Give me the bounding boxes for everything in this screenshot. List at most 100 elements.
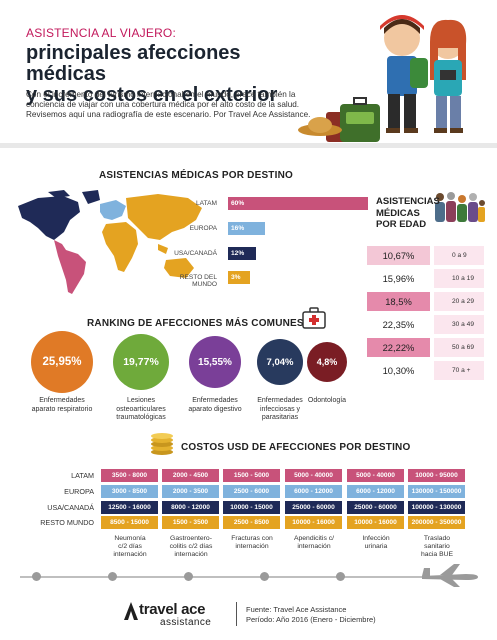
- age-percentage: 15,96%: [367, 269, 430, 288]
- cost-cell: 200000 - 350000: [408, 516, 465, 529]
- cost-cell: 2000 - 4500: [162, 469, 219, 482]
- cost-column-label: Neumonía c/2 días internación: [99, 535, 161, 559]
- destination-row: RESTO DEL MUNDO 3%: [180, 271, 381, 288]
- cost-cell: 100000 - 130000: [408, 501, 465, 514]
- cost-cell: 3500 - 8000: [101, 469, 158, 482]
- age-range: 20 a 29: [434, 292, 484, 311]
- destination-name: EUROPA: [189, 225, 217, 232]
- age-row: 22,22% 50 a 69: [367, 336, 484, 359]
- world-map: [18, 190, 202, 294]
- cost-cell: 2500 - 6000: [223, 485, 280, 498]
- cost-cell: 10000 - 16000: [347, 516, 404, 529]
- cost-column-label-line: c/2 días: [118, 543, 142, 550]
- ranking-label-line: parasitarias: [261, 414, 299, 421]
- age-range: 30 a 49: [434, 315, 484, 334]
- cost-column-label-line: Traslado: [423, 535, 451, 542]
- cost-column-label: Traslado sanitario hacia BUE: [406, 535, 468, 559]
- cost-column-label-line: Apendicitis c/: [293, 535, 335, 542]
- age-range: 70 a +: [434, 361, 484, 380]
- ranking-value: 25,95%: [42, 356, 82, 368]
- airplane-icon: [422, 564, 478, 587]
- age-range: 50 a 69: [434, 338, 484, 357]
- destination-value: 16%: [231, 225, 245, 232]
- cost-column-label-line: Infección: [362, 535, 390, 542]
- cost-cell: 1500 - 3500: [162, 516, 219, 529]
- ranking-label-line: Enfermedades: [257, 397, 303, 404]
- timeline-dot: [184, 572, 193, 581]
- cost-row-label: USA/CANADÁ: [47, 503, 94, 512]
- age-row: 15,96% 10 a 19: [367, 267, 484, 290]
- cost-row-label: EUROPA: [64, 487, 94, 496]
- title-line-2: y sus costos en el exterior: [26, 84, 278, 106]
- period-text: Período: Año 2016 (Enero - Diciembre): [246, 614, 376, 624]
- age-percentage: 22,22%: [367, 338, 430, 357]
- ranking-circle: 25,95%: [31, 331, 93, 393]
- age-percentage: 10,67%: [367, 246, 430, 265]
- timeline-dot: [336, 572, 345, 581]
- travel-ace-logo-mark: [124, 602, 138, 620]
- cost-column-label-line: colitis c/2 días: [169, 543, 213, 550]
- ranking-label: Enfermedades aparato respiratorio: [22, 397, 102, 414]
- first-aid-kit-icon: [302, 307, 326, 329]
- cost-cell: 130000 - 150000: [408, 485, 465, 498]
- cost-cell: 1500 - 5000: [223, 469, 280, 482]
- destination-name: RESTO DEL MUNDO: [179, 274, 217, 288]
- age-title-line-2: MÉDICAS: [376, 207, 420, 219]
- age-title: ASISTENCIAS MÉDICAS POR EDAD: [376, 196, 440, 231]
- destination-value: 12%: [231, 250, 245, 257]
- ranking-label: Lesiones osteoarticulares traumatológicas: [101, 397, 181, 423]
- cost-column-label: Fracturas con internación: [221, 535, 283, 551]
- header-divider: [0, 143, 497, 148]
- ranking-circle: 19,77%: [113, 334, 169, 390]
- cost-column-label-line: Gastroentero-: [170, 535, 212, 542]
- cost-cell: 5000 - 40000: [285, 469, 342, 482]
- ranking-label-line: traumatológicas: [116, 414, 166, 421]
- ranking-label: Enfermedades infecciosas y parasitarias: [240, 397, 320, 423]
- ranking-value: 4,8%: [316, 357, 338, 367]
- cost-cell: 6000 - 12000: [347, 485, 404, 498]
- age-percentage: 10,30%: [367, 361, 430, 380]
- ranking-label-line: aparato digestivo: [188, 405, 242, 413]
- destination-row: EUROPA 16%: [190, 222, 381, 236]
- cost-cell: 10000 - 16000: [285, 516, 342, 529]
- cost-cell: 8000 - 12000: [162, 501, 219, 514]
- destination-name: USA/CANADÁ: [174, 250, 217, 257]
- cost-column-label-line: internación: [297, 543, 331, 550]
- ranking-title: RANKING DE AFECCIONES MÁS COMUNES: [87, 318, 304, 329]
- timeline-line: [20, 576, 440, 578]
- ranking-label-line: Lesiones: [126, 397, 156, 404]
- family-icon: [435, 192, 485, 222]
- cost-cell: 25000 - 60000: [347, 501, 404, 514]
- page-title: principales afecciones médicas y sus cos…: [26, 43, 326, 106]
- logo-subtitle: assistance: [160, 617, 212, 628]
- destination-row: LATAM 60%: [196, 197, 381, 211]
- costs-title: COSTOS USD DE AFECCIONES POR DESTINO: [181, 442, 411, 453]
- ranking-value: 19,77%: [123, 356, 159, 368]
- ranking-label-line: aparato respiratorio: [31, 405, 93, 413]
- cost-column-label: Infección urinaria: [345, 535, 407, 551]
- logo-wordmark: travel ace: [139, 601, 206, 618]
- cost-column-label-line: internación: [235, 543, 269, 550]
- ranking-label-line: Odontología: [307, 397, 347, 404]
- age-title-line-1: ASISTENCIAS: [376, 196, 440, 207]
- cost-cell: 2000 - 3500: [162, 485, 219, 498]
- destination-bar: 3%: [228, 271, 250, 284]
- timeline-dot: [108, 572, 117, 581]
- header: ASISTENCIA AL VIAJERO: principales afecc…: [0, 0, 497, 148]
- destination-value: 60%: [231, 200, 245, 207]
- age-table: 10,67% 0 a 9 15,96% 10 a 19 18,5% 20 a 29 22,3…: [367, 244, 484, 382]
- footer-source: Fuente: Travel Ace Assistance Período: A…: [246, 605, 376, 624]
- cost-cell: 6000 - 12000: [285, 485, 342, 498]
- ranking-circle: 4,8%: [307, 342, 347, 382]
- cost-cell: 12500 - 16000: [101, 501, 158, 514]
- travelers-illustration: [298, 15, 467, 142]
- age-range: 0 a 9: [434, 246, 484, 265]
- cost-cell: 2500 - 8500: [223, 516, 280, 529]
- cost-column-label: Gastroentero-colitis c/2 días internación: [160, 535, 222, 559]
- ranking-label-line: infecciosas y: [259, 405, 301, 413]
- destinations-title: ASISTENCIAS MÉDICAS POR DESTINO: [99, 170, 293, 181]
- cost-column-label-line: urinaria: [364, 543, 388, 550]
- age-percentage: 18,5%: [367, 292, 430, 311]
- title-line-1: principales afecciones médicas: [26, 42, 241, 85]
- cost-column-label: Apendicitis c/internación: [283, 535, 345, 551]
